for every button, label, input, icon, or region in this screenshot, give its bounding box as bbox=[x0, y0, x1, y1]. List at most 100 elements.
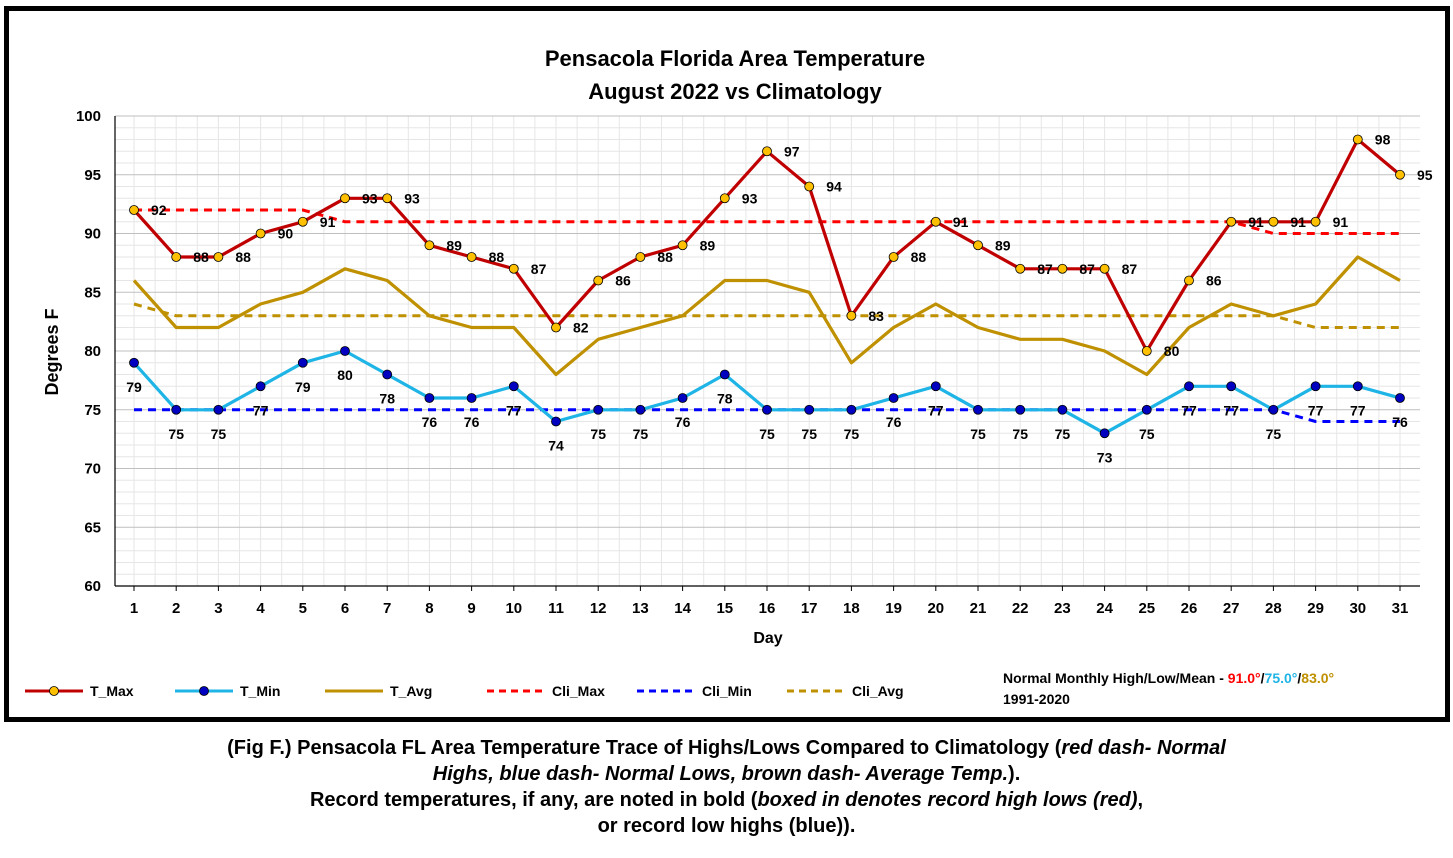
point-t-max bbox=[1184, 275, 1194, 286]
point-t-min bbox=[171, 404, 182, 415]
x-tick-label: 12 bbox=[590, 600, 607, 617]
point-t-min bbox=[1184, 381, 1194, 392]
data-label-t-max: 83 bbox=[868, 308, 884, 324]
data-label-t-max: 87 bbox=[1037, 261, 1053, 277]
data-label-t-max: 88 bbox=[235, 249, 251, 265]
data-label-t-max: 93 bbox=[362, 190, 378, 206]
data-label-t-max: 97 bbox=[784, 143, 800, 159]
data-label-t-max: 86 bbox=[1206, 273, 1222, 289]
x-tick-label: 21 bbox=[970, 600, 987, 617]
normals-text: Normal Monthly High/Low/Mean - 91.0°/75.… bbox=[1003, 670, 1334, 686]
point-t-max bbox=[551, 322, 561, 333]
data-label-t-max: 87 bbox=[531, 261, 547, 277]
caption-line-3: Record temperatures, if any, are noted i… bbox=[309, 789, 1144, 811]
data-label-t-min: 75 bbox=[168, 426, 184, 442]
legend-label-t-min: T_Min bbox=[240, 683, 280, 699]
data-label-t-max: 91 bbox=[1290, 214, 1306, 230]
y-tick-label: 70 bbox=[84, 461, 101, 478]
data-label-t-min: 79 bbox=[295, 379, 311, 395]
point-t-min bbox=[888, 393, 899, 403]
point-t-max bbox=[677, 240, 688, 251]
legend-label-t-avg: T_Avg bbox=[390, 683, 432, 699]
x-tick-label: 4 bbox=[256, 600, 265, 617]
data-label-t-min: 75 bbox=[1139, 426, 1155, 442]
data-label-t-min: 75 bbox=[633, 426, 649, 442]
data-label-t-min: 74 bbox=[548, 438, 564, 454]
data-label-t-min: 75 bbox=[590, 426, 606, 442]
data-label-t-min: 77 bbox=[1350, 402, 1366, 418]
caption-line-1: (Fig F.) Pensacola FL Area Temperature T… bbox=[227, 737, 1226, 759]
data-label-t-max: 92 bbox=[151, 202, 167, 218]
point-t-min bbox=[1268, 404, 1279, 415]
temperature-chart: Pensacola Florida Area Temperature Augus… bbox=[25, 46, 1433, 707]
point-t-min bbox=[1310, 381, 1321, 392]
x-tick-label: 3 bbox=[214, 600, 222, 617]
point-t-max bbox=[255, 228, 266, 239]
data-label-t-min: 77 bbox=[1223, 402, 1239, 418]
point-t-min bbox=[340, 346, 350, 356]
series-line-cli-max bbox=[134, 208, 1400, 235]
data-label-t-min: 76 bbox=[1392, 414, 1408, 430]
data-label-t-min: 77 bbox=[928, 402, 944, 418]
y-tick-label: 60 bbox=[84, 578, 101, 595]
point-t-min bbox=[1015, 404, 1026, 415]
point-t-min bbox=[973, 404, 983, 415]
normals-label: Normal Monthly High/Low/Mean - bbox=[1003, 670, 1228, 686]
data-label-t-min: 75 bbox=[801, 426, 817, 442]
series-lines bbox=[129, 134, 1405, 439]
data-label-t-max: 95 bbox=[1417, 167, 1433, 183]
data-label-t-max: 86 bbox=[615, 273, 631, 289]
grid-lines bbox=[115, 115, 1420, 587]
normals-slash-1: / bbox=[1261, 670, 1265, 686]
point-t-max bbox=[804, 181, 815, 192]
x-tick-label: 15 bbox=[716, 600, 733, 617]
point-t-max bbox=[1226, 216, 1237, 227]
point-t-max bbox=[424, 240, 435, 251]
figure-caption: (Fig F.) Pensacola FL Area Temperature T… bbox=[0, 735, 1453, 839]
normal-mean: 83.0° bbox=[1301, 670, 1334, 686]
point-t-min bbox=[1395, 393, 1405, 403]
x-tick-label: 8 bbox=[425, 600, 433, 617]
x-tick-label: 10 bbox=[505, 600, 522, 617]
y-tick-label: 85 bbox=[84, 284, 101, 301]
normal-low: 75.0° bbox=[1265, 670, 1298, 686]
normals-period: 1991-2020 bbox=[1003, 691, 1070, 707]
data-label-t-max: 89 bbox=[995, 237, 1011, 253]
data-label-t-min: 76 bbox=[886, 414, 902, 430]
point-t-min bbox=[635, 404, 646, 415]
data-label-t-max: 88 bbox=[489, 249, 505, 265]
data-label-t-max: 88 bbox=[193, 249, 209, 265]
point-t-max bbox=[888, 252, 899, 262]
y-tick-label: 75 bbox=[84, 402, 101, 419]
x-tick-label: 1 bbox=[130, 600, 138, 617]
data-label-t-max: 87 bbox=[1079, 261, 1095, 277]
data-label-t-min: 77 bbox=[1308, 402, 1324, 418]
legend-marker-t-min bbox=[199, 686, 209, 696]
point-t-min bbox=[424, 393, 435, 403]
point-t-max bbox=[171, 252, 182, 262]
x-tick-label: 7 bbox=[383, 600, 391, 617]
legend-label-cli-min: Cli_Min bbox=[702, 683, 752, 699]
point-t-min bbox=[846, 404, 857, 415]
point-t-max bbox=[1268, 216, 1279, 227]
point-t-max bbox=[213, 252, 224, 262]
data-label-t-min: 75 bbox=[1012, 426, 1028, 442]
data-label-t-min: 75 bbox=[1266, 426, 1282, 442]
data-label-t-max: 88 bbox=[911, 249, 927, 265]
normal-high: 91.0° bbox=[1228, 670, 1261, 686]
point-t-max bbox=[382, 193, 393, 204]
x-tick-label: 25 bbox=[1138, 600, 1155, 617]
caption-line-4: or record low highs (blue)). bbox=[597, 815, 856, 837]
series-line-cli-avg bbox=[133, 302, 1400, 329]
y-tick-label: 90 bbox=[84, 226, 101, 243]
point-t-max bbox=[1141, 346, 1152, 356]
data-label-t-max: 91 bbox=[320, 214, 336, 230]
data-label-t-min: 77 bbox=[506, 402, 522, 418]
x-tick-label: 27 bbox=[1223, 600, 1240, 617]
y-tick-label: 65 bbox=[84, 519, 101, 536]
data-label-t-max: 91 bbox=[1248, 214, 1264, 230]
data-label-t-min: 78 bbox=[717, 391, 733, 407]
legend-label-cli-max: Cli_Max bbox=[552, 683, 605, 699]
data-label-t-min: 78 bbox=[379, 391, 395, 407]
point-t-max bbox=[340, 193, 350, 204]
